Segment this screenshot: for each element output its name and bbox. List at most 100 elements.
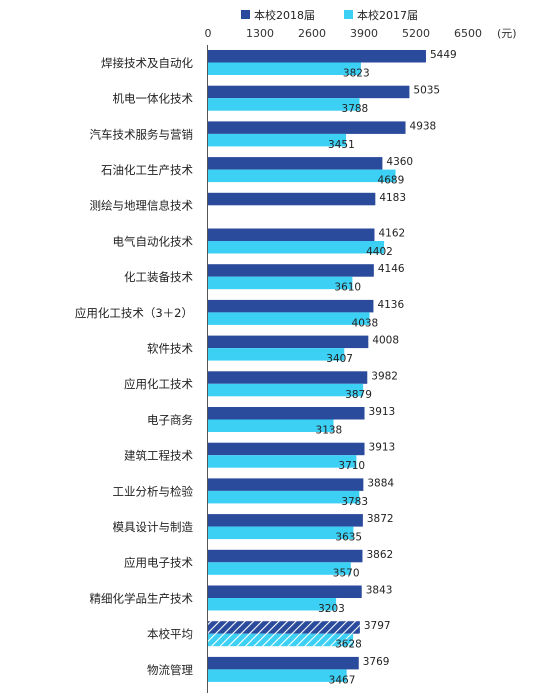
- value-label-2018: 5035: [413, 85, 440, 97]
- bar-2017: [208, 169, 396, 183]
- bar-2018: [208, 264, 374, 277]
- bar-2018: [208, 585, 362, 598]
- value-label-2017: 3203: [318, 603, 345, 615]
- bar-2018: [208, 157, 383, 170]
- data-labels: 5449 3823 5035 3788 4938 3451 4360 4689 4183 4162…: [316, 49, 457, 686]
- value-label-2018: 4938: [410, 120, 437, 132]
- bar-2017: [208, 133, 347, 147]
- category-label: 应用化工技术（3＋2）: [75, 306, 193, 320]
- value-label-2017: 3783: [341, 496, 368, 508]
- bar-2018: [208, 371, 368, 384]
- bar-2017: [208, 419, 334, 432]
- bar-2017: [208, 276, 353, 290]
- value-label-2018: 4183: [379, 192, 406, 204]
- legend: 本校2018届 本校2017届: [241, 8, 418, 22]
- x-axis-unit: (元): [497, 27, 517, 40]
- category-label: 应用电子技术: [124, 556, 193, 570]
- value-label-2017: 3628: [335, 639, 362, 651]
- value-label-2017: 3823: [343, 68, 370, 80]
- bars: [208, 50, 426, 682]
- legend-swatch-2017: [344, 10, 353, 19]
- bar-2018: [208, 228, 375, 241]
- value-label-2017: 3570: [333, 567, 360, 579]
- value-label-2017: 3610: [334, 282, 361, 294]
- value-label-2017: 4038: [352, 317, 379, 329]
- category-label: 物流管理: [147, 663, 193, 677]
- value-label-2017: 3788: [342, 103, 369, 115]
- bar-2018: [208, 85, 410, 99]
- value-label-2018: 4136: [377, 299, 404, 311]
- bar-2017: [208, 383, 364, 397]
- bar-2017: [208, 598, 337, 611]
- bar-2018: [208, 335, 369, 349]
- category-label: 电子商务: [147, 413, 193, 427]
- value-label-2018: 3862: [366, 549, 393, 561]
- x-tick-label: 5200: [402, 27, 430, 40]
- x-tick-label: 0: [205, 27, 212, 40]
- value-label-2018: 3872: [367, 513, 394, 525]
- bar-2018: [208, 407, 365, 420]
- value-label-2018: 5449: [430, 49, 457, 61]
- category-label: 焊接技术及自动化: [101, 56, 193, 70]
- bar-2018: [208, 656, 359, 670]
- category-label: 电气自动化技术: [113, 234, 194, 248]
- x-tick-label: 1300: [246, 27, 274, 40]
- value-label-2018: 3797: [364, 620, 391, 632]
- bar-2017: [208, 455, 357, 468]
- category-label: 软件技术: [147, 341, 193, 355]
- value-label-2017: 3467: [329, 674, 356, 686]
- value-label-2018: 3913: [369, 406, 396, 418]
- bar-2017: [208, 241, 385, 254]
- category-label: 工业分析与检验: [113, 484, 194, 498]
- x-tick-label: 3900: [350, 27, 378, 40]
- legend-swatch-2018: [241, 10, 250, 19]
- x-tick-label: 2600: [298, 27, 326, 40]
- bar-2018: [208, 514, 363, 527]
- category-label: 汽车技术服务与营销: [90, 127, 194, 141]
- value-label-2018: 4162: [378, 228, 405, 240]
- value-label-2018: 3843: [366, 585, 393, 597]
- category-labels: 焊接技术及自动化机电一体化技术汽车技术服务与营销石油化工生产技术测绘与地理信息技…: [75, 56, 194, 677]
- category-label: 模具设计与制造: [113, 520, 194, 534]
- x-axis: 0 1300 2600 3900 5200 6500: [205, 27, 483, 40]
- bar-2018: [208, 549, 363, 563]
- bar-2017: [208, 526, 354, 540]
- bar-2018: [208, 50, 426, 63]
- bar-2017: [208, 633, 354, 647]
- value-label-2017: 3710: [338, 460, 365, 472]
- value-label-2017: 3451: [328, 139, 355, 151]
- bar-2017: [208, 62, 361, 75]
- bar-2017: [208, 98, 360, 111]
- category-label: 测绘与地理信息技术: [90, 199, 194, 213]
- bar-2017: [208, 669, 347, 682]
- bar-2018: [208, 192, 376, 206]
- value-label-2017: 3879: [345, 389, 372, 401]
- category-label: 建筑工程技术: [124, 449, 193, 463]
- category-label: 石油化工生产技术: [101, 163, 193, 177]
- value-label-2018: 4008: [372, 335, 399, 347]
- bar-2017: [208, 312, 370, 325]
- category-label: 机电一体化技术: [113, 92, 194, 106]
- category-label: 本校平均: [147, 627, 193, 641]
- x-tick-label: 6500: [454, 27, 482, 40]
- value-label-2017: 4689: [378, 175, 405, 187]
- value-label-2017: 3407: [326, 353, 353, 365]
- bar-2018: [208, 442, 365, 456]
- value-label-2018: 4146: [378, 263, 405, 275]
- value-label-2018: 3884: [367, 477, 394, 489]
- value-label-2017: 3635: [335, 532, 362, 544]
- value-label-2017: 4402: [366, 246, 393, 258]
- legend-label-2017: 本校2017届: [357, 8, 418, 22]
- value-label-2018: 3982: [371, 370, 398, 382]
- value-label-2017: 3138: [316, 425, 343, 437]
- bar-2018: [208, 121, 406, 134]
- bar-2018: [208, 299, 374, 313]
- category-label: 精细化学品生产技术: [90, 591, 194, 605]
- bar-2017: [208, 562, 351, 575]
- bar-2017: [208, 348, 345, 361]
- bar-2018: [208, 478, 364, 491]
- legend-label-2018: 本校2018届: [254, 8, 315, 22]
- category-label: 应用化工技术: [124, 377, 193, 391]
- bar-2017: [208, 490, 360, 504]
